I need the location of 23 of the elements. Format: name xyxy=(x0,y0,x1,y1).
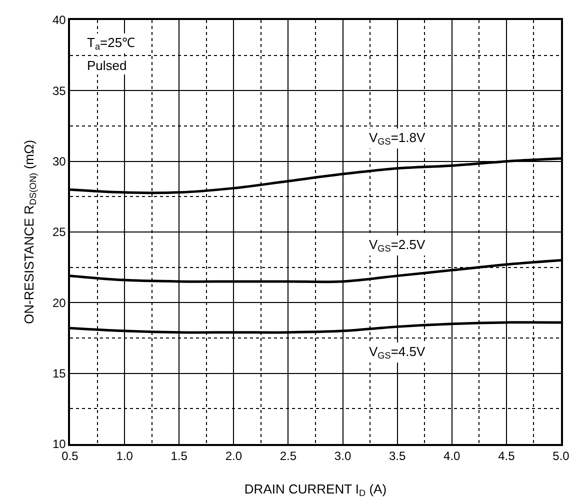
x-axis-title: DRAIN CURRENT I$_{D}$ (A) xyxy=(244,482,387,498)
x-tick-label: 1.0 xyxy=(116,449,134,464)
series-label: V$_{GS}$=4.5V xyxy=(369,344,426,361)
y-tick-label: 15 xyxy=(52,366,66,381)
x-tick-label: 0.5 xyxy=(62,449,79,464)
y-tick-label: 25 xyxy=(52,225,66,240)
y-tick-label: 35 xyxy=(52,84,66,98)
x-tick-label: 4.5 xyxy=(498,449,516,464)
x-tick-label: 3.5 xyxy=(388,449,406,464)
series-label: V$_{GS}$=2.5V xyxy=(369,237,426,254)
x-tick-label: 2.0 xyxy=(225,449,242,464)
annotation: Pulsed xyxy=(87,58,127,73)
x-tick-label: 1.5 xyxy=(170,449,188,464)
x-tick-label: 2.5 xyxy=(280,449,297,464)
y-tick-label: 20 xyxy=(52,296,66,310)
y-tick-label: 40 xyxy=(52,13,66,28)
x-tick-label: 4.0 xyxy=(444,449,461,464)
y-tick-label: 30 xyxy=(52,154,66,169)
y-tick-label: 10 xyxy=(52,437,66,452)
x-tick-label: 5.0 xyxy=(552,449,570,464)
series-label: V$_{GS}$=1.8V xyxy=(369,130,426,147)
x-tick-label: 3.0 xyxy=(334,449,352,464)
annotation: T$_{a}$=25℃ xyxy=(87,35,136,52)
